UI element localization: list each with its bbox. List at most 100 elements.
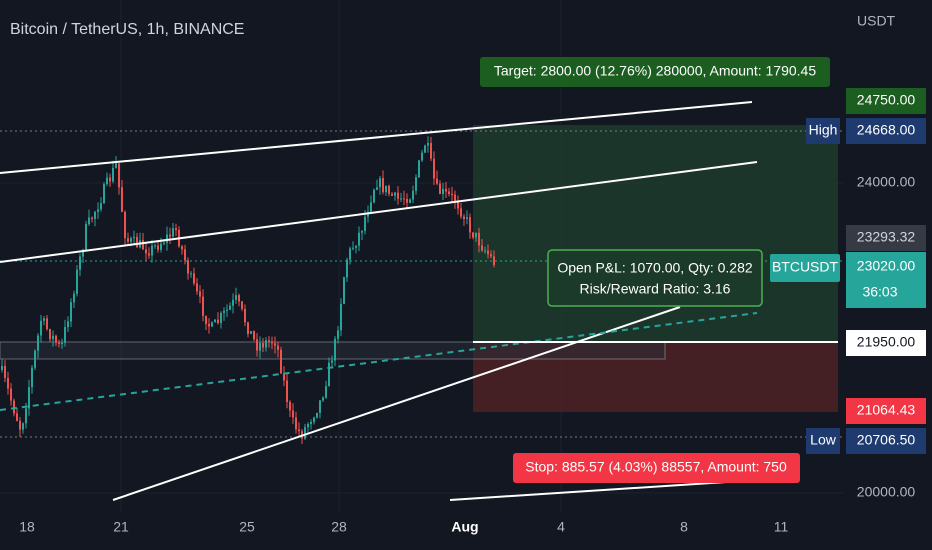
candle [100, 203, 102, 210]
candle [244, 308, 246, 323]
candle [259, 343, 261, 351]
candle [268, 340, 270, 342]
candle [421, 152, 423, 161]
tag-text: 36:03 [862, 284, 897, 300]
candle [13, 400, 15, 414]
candle [64, 327, 66, 343]
candle [415, 177, 417, 191]
candle [439, 183, 441, 194]
candle [118, 163, 120, 188]
candle [331, 360, 333, 363]
time-label: 25 [239, 519, 255, 535]
candle [490, 254, 492, 257]
candle [451, 193, 453, 195]
time-label: 18 [19, 519, 35, 535]
tag [846, 118, 926, 144]
candle [427, 143, 429, 146]
tag [846, 398, 926, 424]
candle [229, 305, 231, 310]
candle [487, 250, 489, 255]
candle [340, 303, 342, 331]
candle [250, 331, 252, 334]
candle [349, 248, 351, 260]
tag-text: High [809, 122, 838, 138]
tag-text: Low [810, 432, 837, 448]
candle [397, 192, 399, 199]
candle [67, 321, 69, 328]
tag-text: 21064.43 [857, 402, 916, 418]
candle [133, 236, 135, 239]
candle [442, 188, 444, 194]
candle [253, 331, 255, 340]
candle [388, 185, 390, 194]
candle [151, 245, 153, 256]
tag [846, 428, 926, 454]
candle [454, 194, 456, 202]
candle [4, 366, 6, 378]
tag-text: 24750.00 [857, 92, 916, 108]
stop-box [513, 453, 800, 483]
tag [806, 118, 840, 144]
candle [424, 145, 426, 153]
candle [391, 193, 393, 196]
candle [85, 224, 87, 250]
candle [313, 417, 315, 423]
candle [58, 342, 60, 344]
candle [484, 250, 486, 252]
candle [22, 423, 24, 430]
candle [337, 330, 339, 339]
candle [232, 299, 234, 306]
candle [373, 189, 375, 203]
candle [472, 232, 474, 238]
candle [211, 322, 213, 327]
candle [271, 341, 273, 344]
pnl-text: Open P&L: 1070.00, Qty: 0.282 [557, 260, 753, 276]
candle [1, 366, 3, 370]
candle [247, 322, 249, 334]
time-label: 28 [331, 519, 347, 535]
candle [10, 388, 12, 401]
candle [136, 236, 138, 248]
candle [157, 245, 159, 250]
candle [121, 187, 123, 212]
candle [91, 217, 93, 219]
candle [37, 335, 39, 351]
candle [238, 295, 240, 302]
candle [334, 338, 336, 361]
candle [142, 240, 144, 250]
candle [97, 209, 99, 212]
candle [40, 320, 42, 336]
candle [214, 319, 216, 323]
drawings [0, 101, 838, 501]
candle [385, 185, 387, 193]
tag [806, 428, 840, 454]
candle [103, 184, 105, 204]
tag [846, 252, 926, 308]
candle [202, 296, 204, 316]
rr-text: Risk/Reward Ratio: 3.16 [580, 281, 731, 297]
time-label: Aug [451, 519, 478, 535]
candle [274, 343, 276, 346]
candle [343, 277, 345, 304]
candle [304, 427, 306, 439]
candle [160, 243, 162, 250]
time-label: 11 [774, 519, 789, 535]
candle [352, 247, 354, 249]
candle [196, 283, 198, 292]
candle [28, 387, 30, 409]
candle [31, 367, 33, 388]
candle [226, 309, 228, 311]
tag [846, 330, 926, 356]
candle [478, 232, 480, 246]
tag-text: 23293.32 [857, 229, 916, 245]
candle [223, 310, 225, 313]
candle [376, 187, 378, 190]
candle [148, 253, 150, 256]
candle [346, 259, 348, 278]
candle [265, 340, 267, 348]
candle [43, 318, 45, 321]
candle [325, 386, 327, 398]
candle [283, 373, 285, 381]
candle [154, 245, 156, 247]
candle [418, 160, 420, 178]
